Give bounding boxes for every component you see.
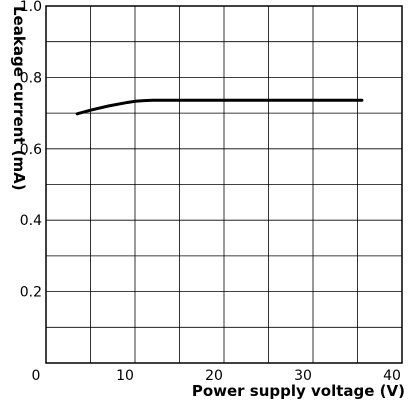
series-line (75, 98, 364, 116)
y-tick-labels: 0.2 0.4 0.6 0.8 1.0 (20, 0, 42, 301)
x-tick-label: 40 (383, 368, 401, 384)
y-axis-title: Leakage current (mA) (10, 6, 28, 191)
x-tick-labels: 0 10 20 30 40 (32, 368, 401, 384)
series-layer (75, 98, 364, 116)
x-tick-label: 20 (205, 368, 223, 384)
y-tick-label: 0.6 (20, 142, 42, 158)
x-tick-label: 0 (32, 368, 41, 384)
y-tick-label: 0.8 (20, 70, 42, 86)
plot-frame (45, 5, 403, 364)
x-axis-title: Power supply voltage (V) (192, 382, 405, 400)
x-tick-label: 30 (294, 368, 312, 384)
x-tick-label: 10 (116, 368, 134, 384)
y-tick-label: 0.4 (20, 213, 42, 229)
y-tick-label: 1.0 (20, 0, 42, 15)
grid (46, 6, 402, 363)
y-tick-label: 0.2 (20, 285, 42, 301)
